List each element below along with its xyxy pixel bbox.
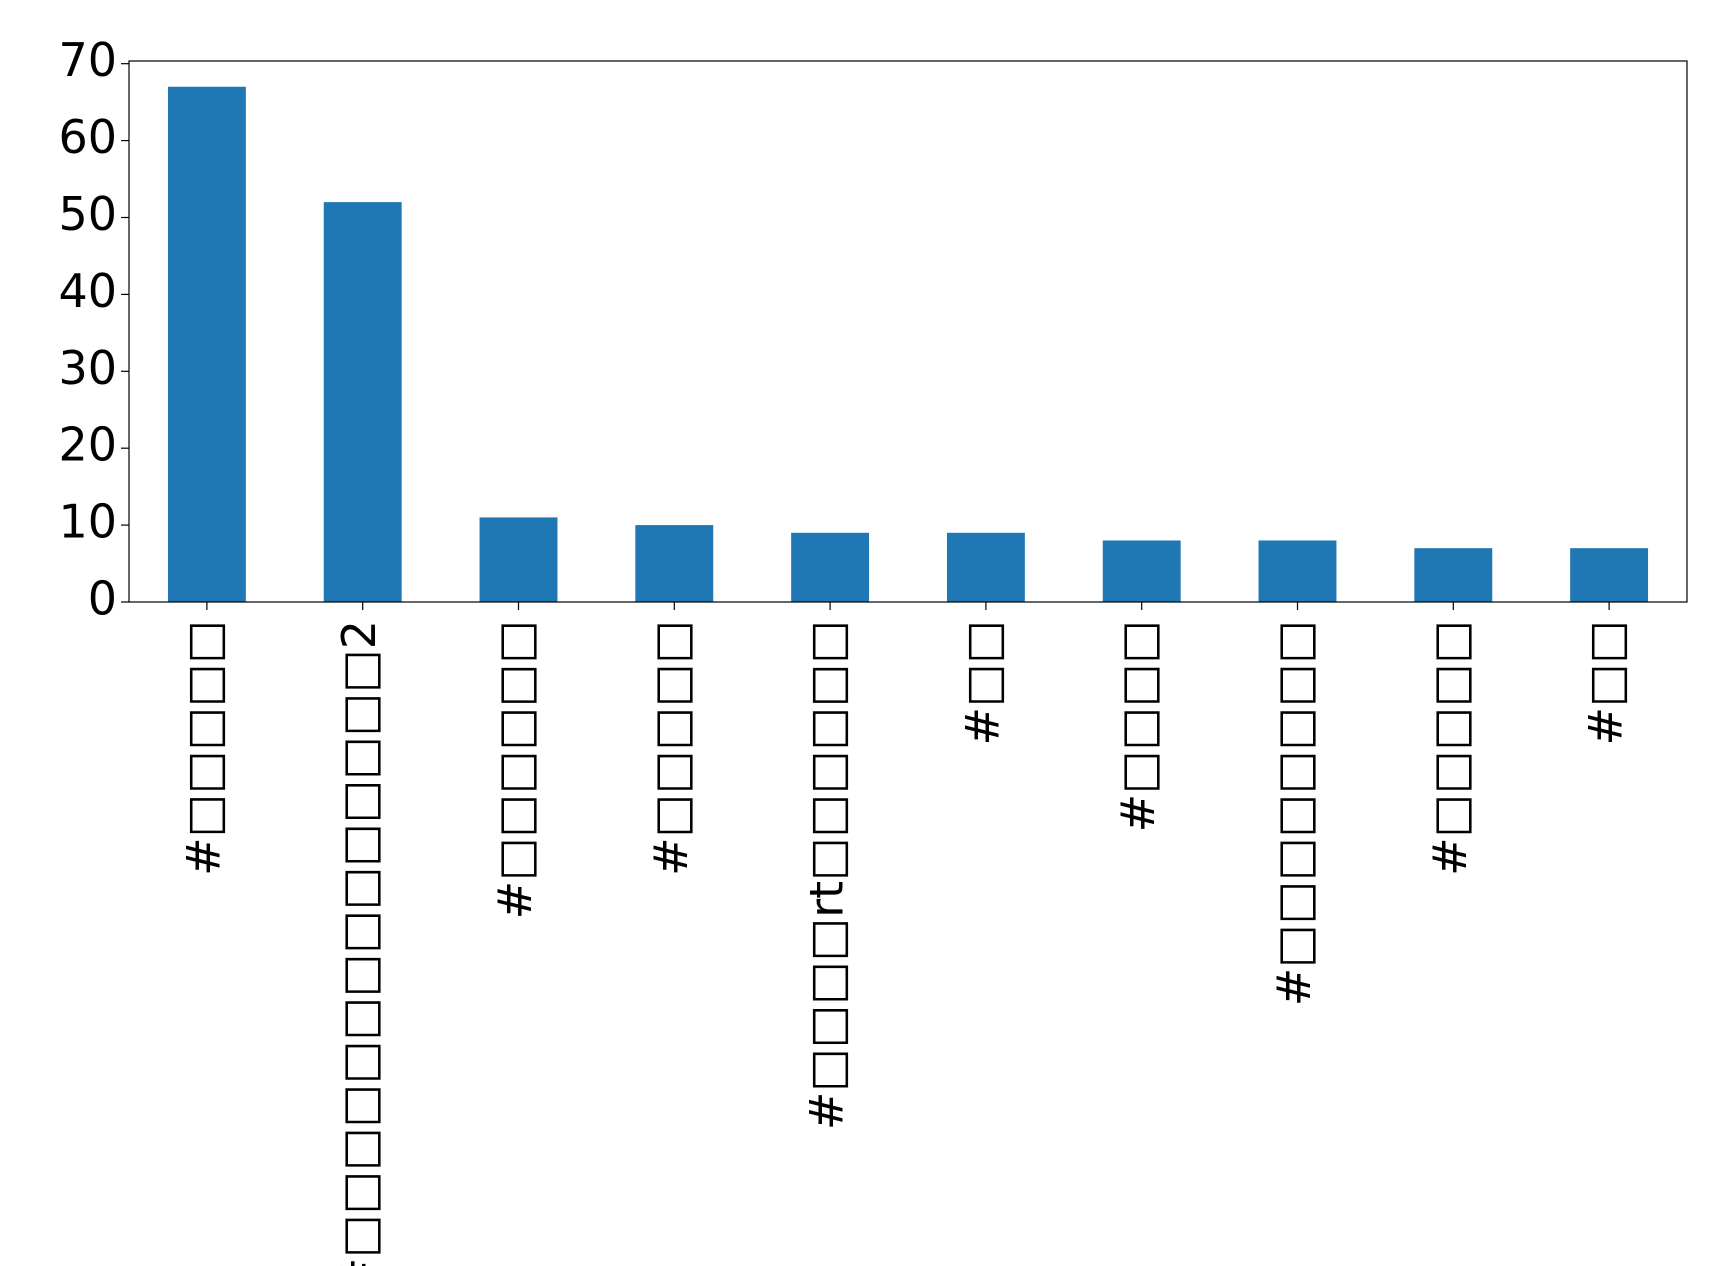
bar bbox=[946, 532, 1025, 602]
bar bbox=[323, 202, 402, 603]
bar bbox=[1414, 548, 1493, 602]
x-tick-label: #□□□□□□□□ bbox=[1267, 620, 1321, 1006]
x-tick-label: #□□□□□□ bbox=[488, 620, 542, 919]
x-tick-label: #□□□□□ bbox=[1423, 620, 1477, 876]
bar bbox=[1102, 540, 1181, 602]
y-tick-label: 20 bbox=[58, 418, 117, 472]
bar bbox=[1570, 548, 1649, 602]
y-tick-label: 40 bbox=[58, 264, 117, 318]
x-tick-label: #□□□□ bbox=[1111, 620, 1165, 832]
x-tick-label: #□□□□□ bbox=[176, 620, 230, 876]
x-tick-label: #□□□□rt□□□□□□ bbox=[800, 620, 854, 1130]
y-tick-label: 60 bbox=[58, 110, 117, 164]
bar bbox=[1258, 540, 1337, 602]
y-tick-label: 50 bbox=[58, 187, 117, 241]
bar bbox=[791, 532, 870, 602]
y-tick-label: 70 bbox=[58, 33, 117, 87]
y-tick-label: 0 bbox=[88, 572, 117, 626]
bar bbox=[479, 517, 558, 602]
bar bbox=[635, 525, 714, 602]
x-tick-label: #□□ bbox=[955, 620, 1009, 745]
y-tick-label: 30 bbox=[58, 341, 117, 395]
bar bbox=[167, 86, 246, 602]
x-tick-label: #□□ bbox=[1579, 620, 1633, 745]
y-tick-label: 10 bbox=[58, 495, 117, 549]
x-tick-label: #□□□□□ bbox=[644, 620, 698, 876]
plot-frame bbox=[128, 60, 1688, 603]
x-tick-label: #□□□□□□□□□□□□□□2 bbox=[332, 620, 386, 1266]
